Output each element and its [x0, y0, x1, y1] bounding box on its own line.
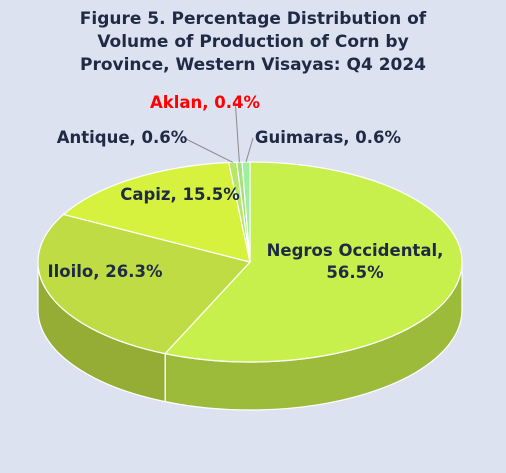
leader-line: [234, 102, 240, 163]
slice: [37, 213, 252, 355]
data-label: Negros Occidental, 56.5%: [266, 241, 444, 282]
leader-line: [183, 137, 233, 163]
data-label: Capiz, 15.5%: [120, 185, 240, 204]
data-label: Aklan, 0.4%: [149, 93, 261, 112]
data-label: Antique, 0.6%: [56, 128, 188, 147]
chart-title: Figure 5. Percentage Distribution of Vol…: [79, 9, 427, 75]
data-label: Iloilo, 26.3%: [47, 262, 163, 281]
data-label: Guimaras, 0.6%: [254, 128, 402, 147]
leader-line: [245, 137, 254, 163]
slice: [163, 161, 463, 363]
slice: [62, 161, 251, 263]
